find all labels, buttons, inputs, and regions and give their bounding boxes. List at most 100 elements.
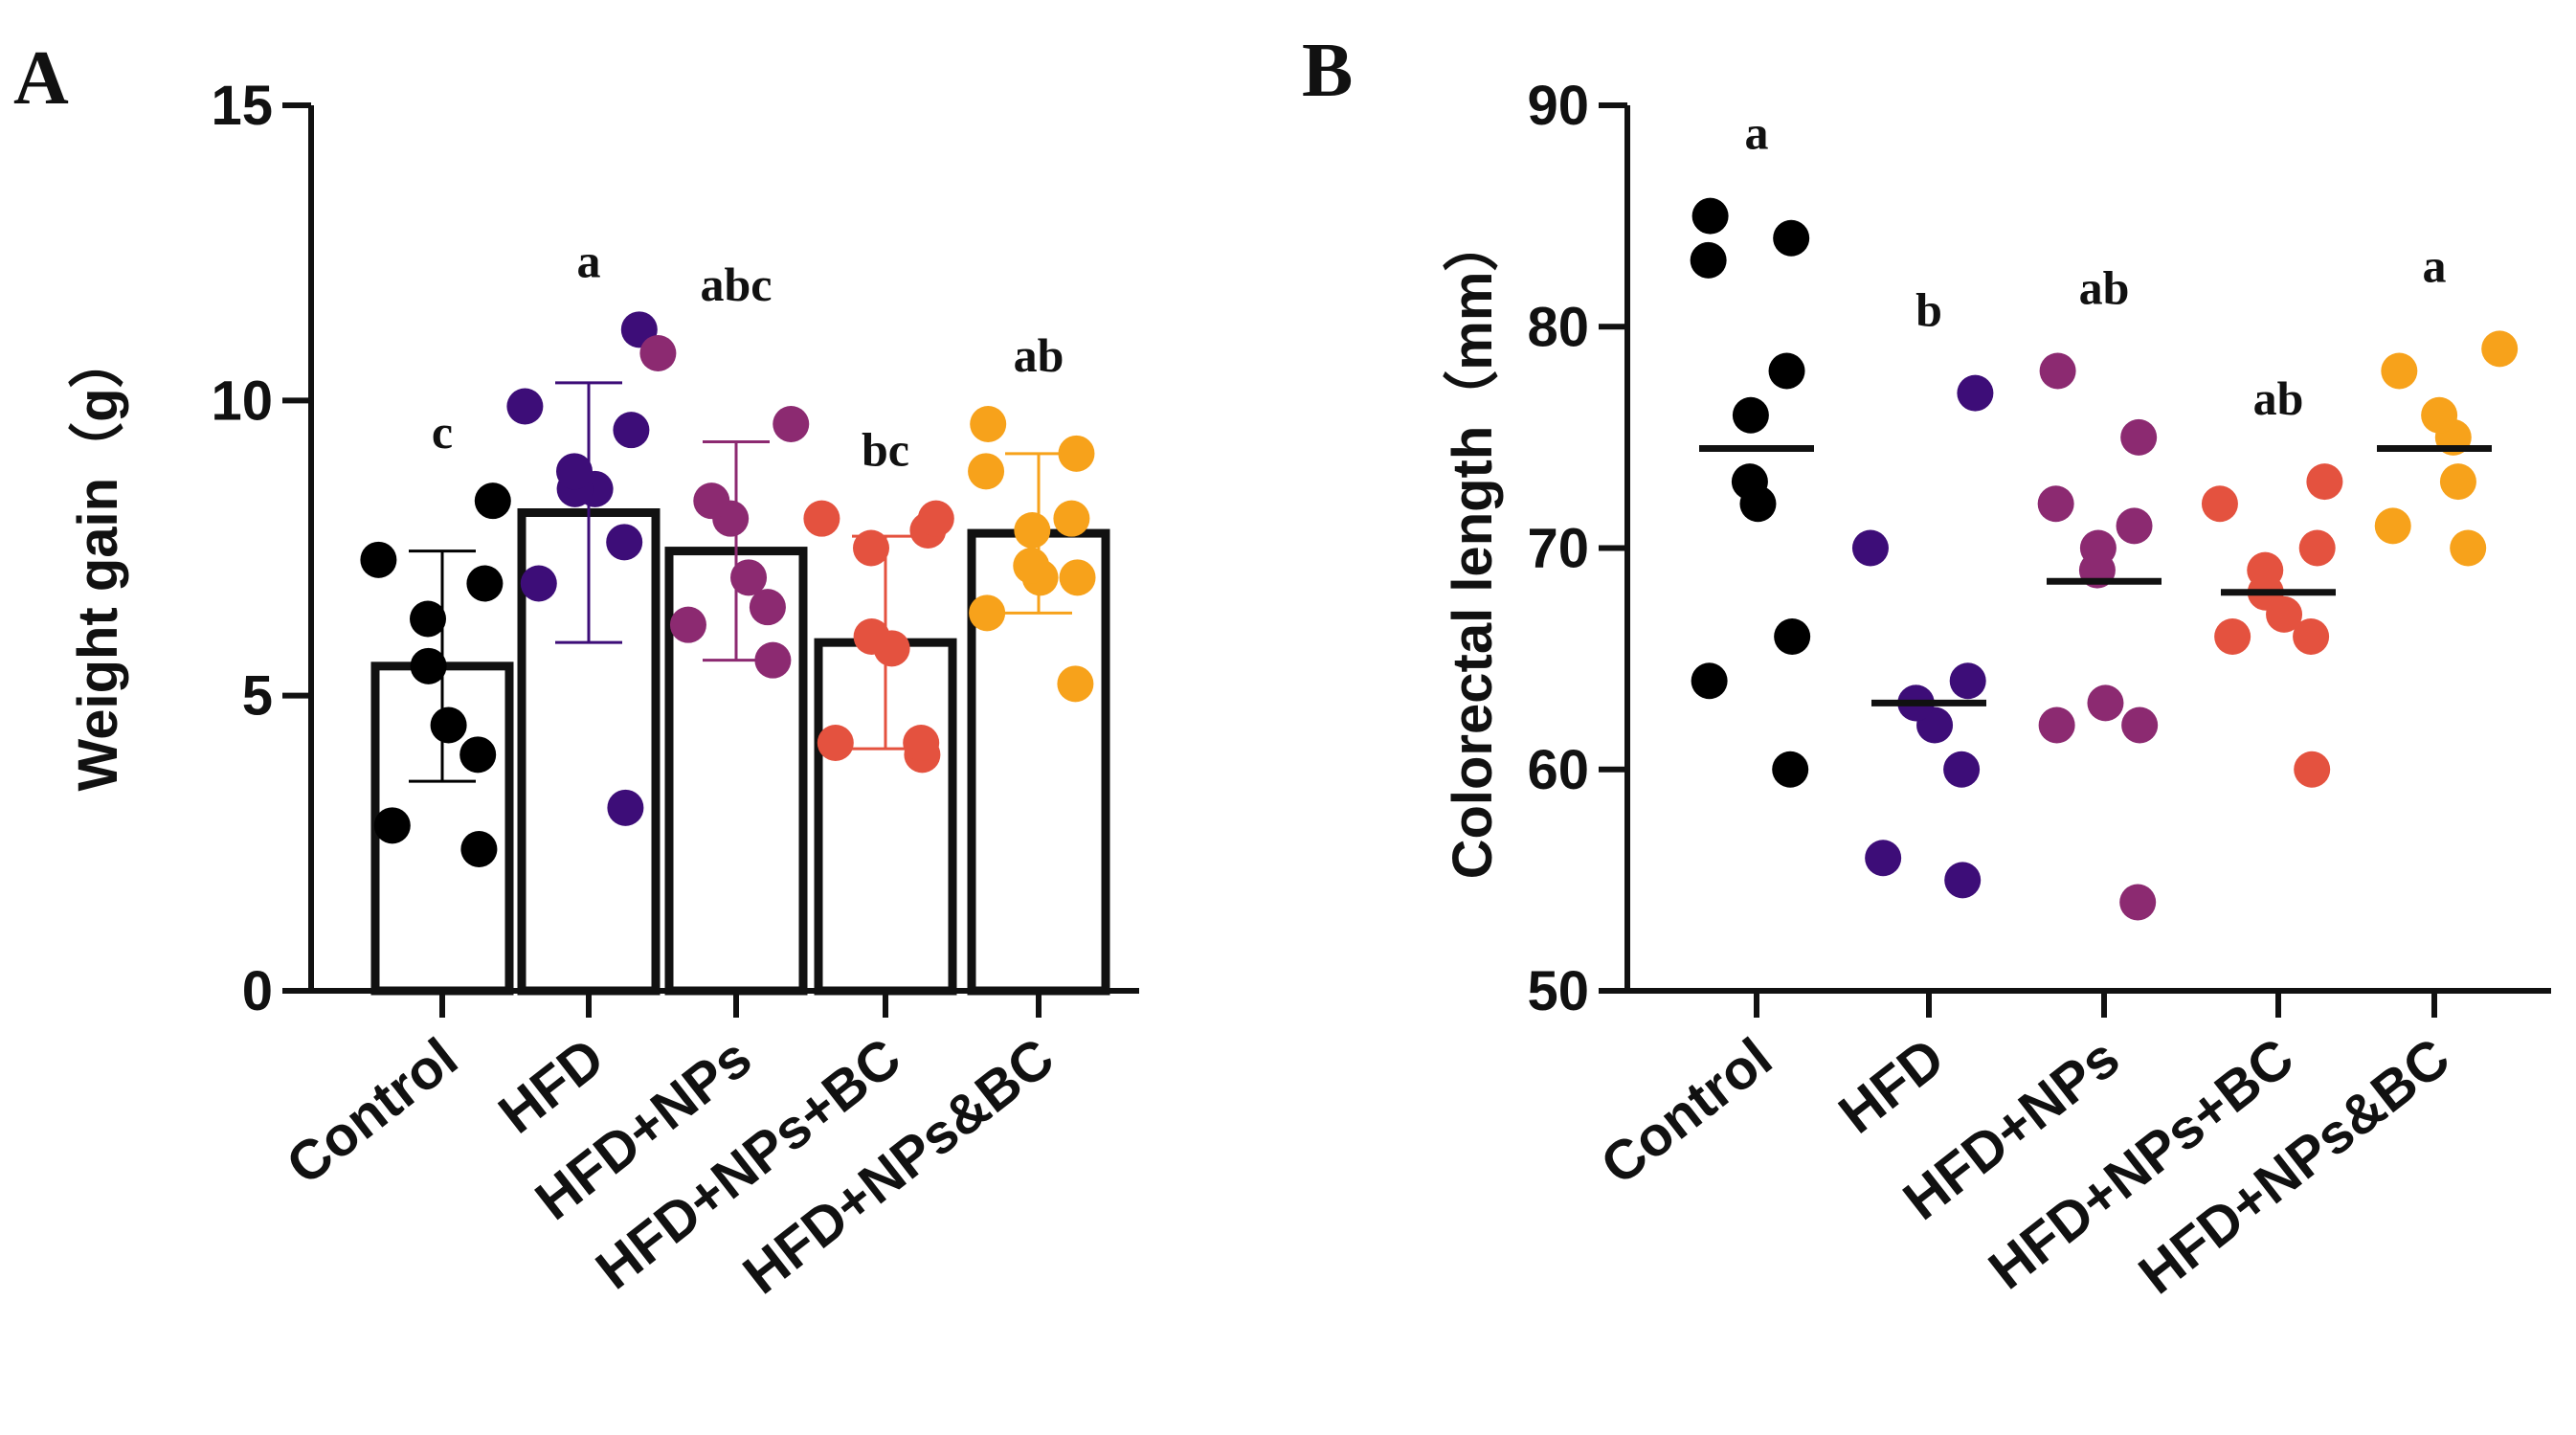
point-hfd-nps-and-bc xyxy=(969,594,1006,632)
significance-hfd-nps-and-bc: a xyxy=(2423,238,2447,292)
point-control xyxy=(1731,463,1768,501)
significance-hfd: b xyxy=(1915,283,1942,337)
point-hfd-nps-and-bc xyxy=(2421,396,2458,434)
point-control xyxy=(360,541,397,578)
point-hfd-nps xyxy=(669,606,706,643)
point-control xyxy=(430,706,467,744)
panel-b-label: B xyxy=(1302,29,1353,113)
point-hfd xyxy=(613,412,650,449)
point-hfd-nps-and-bc xyxy=(2439,463,2476,501)
panel-b-y-tick-label: 80 xyxy=(1527,296,1589,358)
point-hfd-nps-and-bc xyxy=(970,406,1007,442)
point-hfd-nps xyxy=(639,335,677,371)
panel-a-label: A xyxy=(13,36,69,121)
point-hfd xyxy=(1851,529,1889,567)
point-hfd-nps-bc xyxy=(817,725,854,761)
point-hfd-nps-and-bc xyxy=(2381,352,2418,390)
panel-b-axes xyxy=(1599,102,2551,1018)
panel-a-y-axis-label: Weight gain（g） xyxy=(67,332,129,791)
point-hfd-nps-bc xyxy=(2306,463,2343,501)
point-hfd-nps-and-bc xyxy=(1059,559,1096,596)
panel-b-mean-lines xyxy=(1699,444,2492,706)
point-hfd-nps-bc xyxy=(2298,529,2336,567)
point-hfd xyxy=(556,453,593,490)
panel-b-tick-labels: 50 60 70 80 90 xyxy=(1527,75,1589,1022)
panel-b-points xyxy=(1690,197,2519,921)
category-label-control: Control xyxy=(1590,1026,1783,1197)
point-hfd-nps-and-bc xyxy=(1057,665,1094,703)
point-control xyxy=(1691,662,1728,700)
point-hfd-nps xyxy=(749,589,786,626)
panel-a-points xyxy=(360,311,1096,867)
point-hfd xyxy=(1943,751,1981,788)
point-hfd-nps-bc xyxy=(2247,551,2284,589)
point-hfd-nps-and-bc xyxy=(1013,548,1050,584)
panel-b-y-tick-label: 70 xyxy=(1527,518,1589,580)
panel-b-y-tick-label: 90 xyxy=(1527,75,1589,137)
point-hfd-nps-bc xyxy=(2214,618,2251,655)
point-hfd-nps xyxy=(2121,706,2159,744)
point-hfd-nps xyxy=(2079,529,2117,567)
panel-a-weight-gain-chart: A Weight gain（g） c a abc bc ab 0 5 10 15 Contro… xyxy=(13,36,1139,1306)
point-hfd xyxy=(607,789,644,826)
point-control xyxy=(373,807,411,844)
panel-a-bars xyxy=(370,508,1110,996)
significance-hfd-nps: abc xyxy=(701,258,773,311)
point-hfd-nps-bc xyxy=(917,500,954,537)
point-hfd-nps xyxy=(2038,706,2075,744)
category-label-hfd: HFD xyxy=(1827,1026,1956,1146)
point-hfd-nps xyxy=(2120,418,2158,456)
point-hfd xyxy=(1944,862,1982,899)
point-hfd-nps-and-bc xyxy=(1014,512,1051,549)
point-hfd-nps-bc xyxy=(853,618,890,655)
point-control xyxy=(474,482,511,520)
point-hfd xyxy=(1865,840,1902,877)
point-control xyxy=(459,736,497,774)
point-hfd-nps-and-bc xyxy=(2481,330,2519,368)
point-hfd-nps xyxy=(2037,485,2074,523)
point-hfd-nps-bc xyxy=(2293,618,2330,655)
significance-hfd-nps-and-bc: ab xyxy=(1014,328,1064,382)
point-hfd-nps xyxy=(754,641,792,679)
point-control xyxy=(1732,396,1769,434)
point-hfd-nps-bc xyxy=(2201,485,2238,523)
point-control xyxy=(1774,618,1811,655)
point-hfd xyxy=(606,524,643,561)
panel-a-significance-letters: c a abc bc ab xyxy=(432,234,1064,476)
point-hfd-nps xyxy=(2087,684,2124,722)
significance-hfd-nps: ab xyxy=(2079,261,2130,315)
point-hfd-nps-bc xyxy=(803,500,840,537)
point-hfd-nps xyxy=(2039,352,2076,390)
point-control xyxy=(1772,751,1809,788)
point-hfd-nps xyxy=(730,559,768,596)
point-hfd-nps xyxy=(2119,884,2157,921)
point-hfd-nps-and-bc xyxy=(1058,435,1095,472)
significance-control: c xyxy=(432,405,453,459)
panel-a-tick-labels: 0 5 10 15 xyxy=(211,75,273,1022)
panel-b-y-axis-label: Colorectal length（mm） xyxy=(1442,216,1504,880)
significance-hfd-nps-bc: bc xyxy=(862,423,909,477)
point-control xyxy=(410,600,446,638)
point-hfd-nps-and-bc xyxy=(2374,507,2411,545)
point-hfd-nps-bc xyxy=(853,529,889,567)
point-hfd-nps xyxy=(693,482,730,520)
point-control xyxy=(1690,241,1727,279)
point-control xyxy=(410,647,447,684)
panel-a-y-tick-label: 0 xyxy=(242,960,273,1022)
panel-b-y-tick-label: 60 xyxy=(1527,739,1589,801)
significance-control: a xyxy=(1745,106,1769,160)
point-hfd-nps-and-bc xyxy=(968,453,1005,490)
point-hfd-nps-and-bc xyxy=(1053,500,1090,537)
category-label-control: Control xyxy=(276,1026,469,1197)
point-control xyxy=(1691,197,1729,235)
point-hfd xyxy=(520,565,557,602)
point-hfd-nps xyxy=(773,406,810,442)
point-hfd-nps xyxy=(2116,507,2153,545)
point-hfd-nps-bc xyxy=(2294,751,2331,788)
significance-hfd: a xyxy=(577,234,601,287)
